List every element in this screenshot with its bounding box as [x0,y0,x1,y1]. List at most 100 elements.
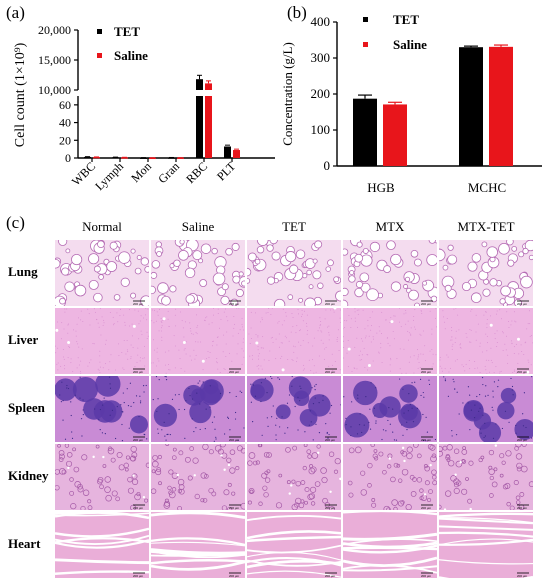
bar [353,98,377,166]
histology-image [55,512,149,578]
row-label: Heart [8,536,41,551]
histology-image [151,308,245,374]
scale-bar-label: 200 μm [133,302,144,306]
bar [383,104,407,166]
histology-image [439,240,533,306]
bar [140,157,147,159]
y-tick-label: 15,000 [38,53,71,67]
legend-marker [363,42,368,47]
row-label: Spleen [8,400,45,415]
bar [489,46,513,167]
bar [224,146,231,158]
scale-bar-label: 200 μm [229,370,240,374]
y-tick-label: 400 [311,14,331,29]
tissue-section [247,512,341,578]
histology-image [439,376,533,442]
scale-bar-label: 200 μm [421,370,432,374]
tissue-section [343,444,437,510]
tissue-section [151,240,245,306]
histology-image [247,512,341,578]
scale-bar-label: 200 μm [325,438,336,442]
tissue-section [247,376,341,442]
bar [93,157,100,159]
tissue-section [55,308,149,374]
y-tick-label: 300 [311,50,331,65]
x-tick-label: MCHC [468,180,506,195]
legend-label: Saline [114,48,148,63]
scale-bar-label: 200 μm [229,506,240,510]
scale-bar-label: 200 μm [517,506,528,510]
y-tick-label: 0 [324,158,331,173]
tissue-section [55,376,149,442]
scale-bar-label: 200 μm [325,370,336,374]
scale-bar-label: 200 μm [133,506,144,510]
x-tick-label: Mon [128,159,154,185]
scale-bar-label: 200 μm [421,438,432,442]
scale-bar-label: 200 μm [229,302,240,306]
legend-marker [97,29,102,34]
chart-b-concentration: 0 100 200 300 400 Concentration (g/L) HGB MCHC T… [280,12,542,195]
histology-grid: Normal Saline TET MTX MTX-TET Lung 200 μm 200 μ… [0,214,550,584]
tissue-section [247,444,341,510]
tissue-section [151,308,245,374]
histology-image [439,308,533,374]
x-tick-label: HGB [367,180,395,195]
bar [233,150,240,158]
tissue-section [343,308,437,374]
bar-lower-segment [205,96,212,158]
bar [459,47,483,167]
tissue-section [343,376,437,442]
x-tick-label: Lymph [92,159,126,193]
tissue-section [439,512,533,578]
histology-image [343,512,437,578]
histology-image [247,308,341,374]
column-header: Saline [181,219,215,234]
x-tick-label: RBC [183,159,210,186]
x-tick-label: Gran [155,159,182,186]
bar-lower-segment [196,96,203,158]
tissue-section [55,240,149,306]
histology-image [439,512,533,578]
tissue-section [343,240,437,306]
column-header: Normal [82,219,122,234]
scale-bar-label: 200 μm [325,574,336,578]
scale-bar-label: 200 μm [517,370,528,374]
column-header: TET [282,219,306,234]
tissue-section [247,308,341,374]
tissue-section [55,444,149,510]
scale-bar-label: 200 μm [325,302,336,306]
bar [121,157,128,159]
tissue-section [439,240,533,306]
y-tick-label: 0 [65,151,71,165]
histology-image [55,240,149,306]
histology-image [151,240,245,306]
histology-image [55,308,149,374]
legend-label: TET [114,24,140,39]
tissue-section [151,512,245,578]
tissue-section [247,240,341,306]
tissue-section [55,512,149,578]
panel-a-label: (a) [6,3,25,22]
bar [205,83,212,90]
scale-bar-label: 200 μm [229,574,240,578]
tissue-section [439,376,533,442]
tissue-section [439,444,533,510]
y-tick-label: 60 [59,98,71,112]
y-tick-label: 100 [311,122,331,137]
x-tick-label: PLT [214,159,239,184]
histology-image [55,376,149,442]
bar [149,157,156,160]
histology-image [151,376,245,442]
scale-bar-label: 200 μm [421,574,432,578]
y-tick-label: 20 [59,133,71,147]
tissue-section [151,376,245,442]
histology-image [247,240,341,306]
y-axis-title: Concentration (g/L) [280,42,295,146]
bar [112,157,119,159]
scale-bar-label: 200 μm [133,438,144,442]
histology-image [343,444,437,510]
scale-bar-label: 200 μm [421,302,432,306]
bar [168,157,175,159]
histology-image [247,444,341,510]
